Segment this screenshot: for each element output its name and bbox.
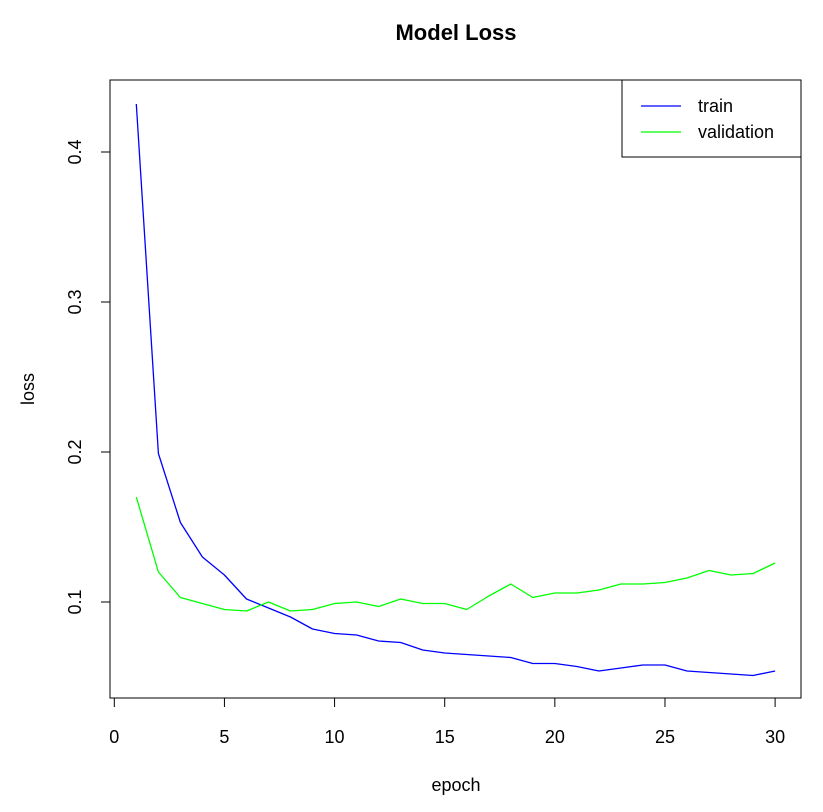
x-tick-label: 25 [655,727,675,747]
x-tick-label: 10 [325,727,345,747]
x-tick-label: 20 [545,727,565,747]
y-tick-label: 0.1 [65,589,85,614]
legend-label-validation: validation [698,122,774,142]
series-line-validation [135,496,776,612]
y-axis: 0.1 0.2 0.3 0.4 [65,139,111,615]
x-axis-label: epoch [431,775,480,795]
x-tick-label: 15 [435,727,455,747]
chart-title: Model Loss [395,20,516,45]
x-tick-label: 0 [109,727,119,747]
plot-frame [109,79,802,699]
legend-label-train: train [698,96,733,116]
y-tick-label: 0.3 [65,289,85,314]
x-tick-label: 30 [765,727,785,747]
y-axis-label: loss [18,373,38,405]
legend: train validation [621,79,802,158]
x-axis: 0 5 10 15 20 25 30 [109,697,785,747]
series-layer [135,103,776,677]
legend-box [621,79,802,158]
x-tick-label: 5 [219,727,229,747]
y-tick-label: 0.2 [65,439,85,464]
series-line-train [135,103,776,677]
y-tick-label: 0.4 [65,139,85,164]
